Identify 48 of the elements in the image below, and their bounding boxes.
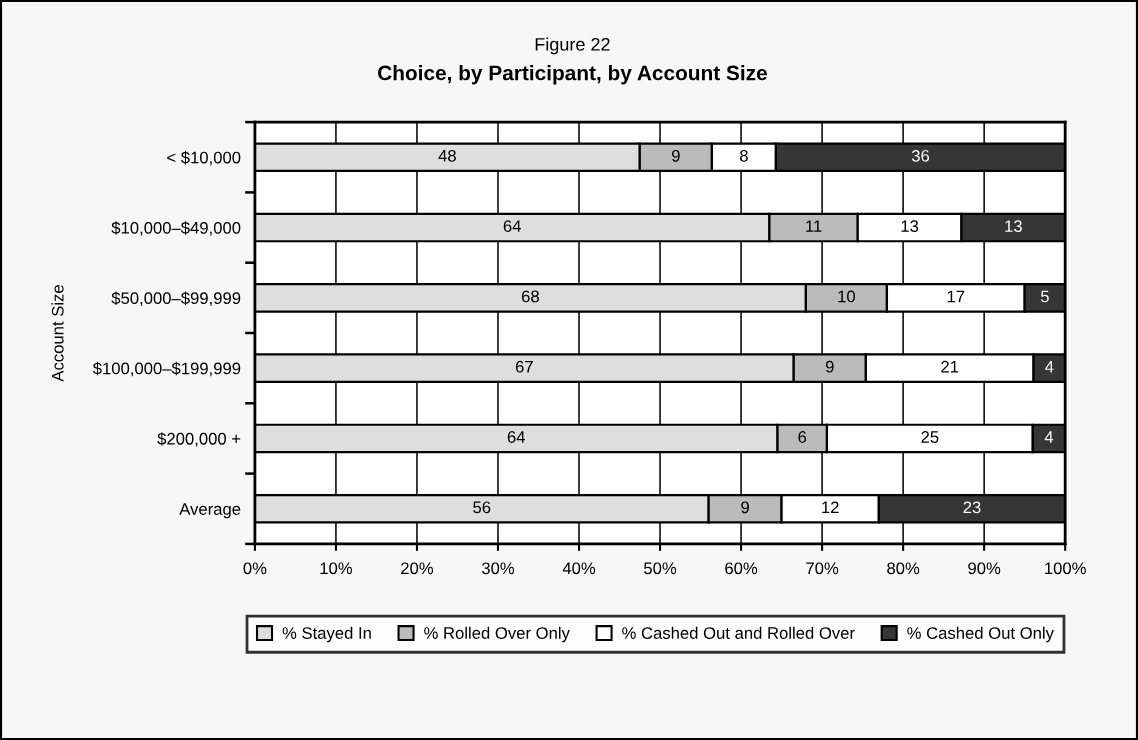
y-tick-label: Average	[179, 503, 241, 519]
x-tick-label: 60%	[725, 562, 758, 575]
y-axis-title: Account Size	[51, 285, 64, 382]
x-tick-label: 30%	[481, 562, 515, 575]
legend-label: % Cashed Out Only	[907, 626, 1054, 643]
x-tick-label: 90%	[968, 562, 1001, 575]
chart-subtitle: Choice, by Participant, by Account Size	[378, 65, 767, 85]
data-label: 23	[963, 501, 981, 514]
data-label: 64	[507, 431, 525, 443]
data-label: 56	[473, 501, 491, 514]
data-label: 13	[1005, 220, 1022, 233]
data-label: 6	[798, 431, 807, 443]
data-label: 64	[503, 220, 521, 233]
y-tick-label: $50,000–$99,999	[111, 291, 241, 307]
chart-title: Figure 22	[535, 37, 610, 55]
data-label: 11	[806, 220, 822, 232]
y-tick-label: $10,000–$49,000	[111, 221, 241, 236]
x-tick-label: 50%	[644, 562, 677, 575]
data-label: 4	[1044, 431, 1054, 443]
data-label: 25	[921, 431, 939, 443]
data-label: 9	[825, 360, 834, 373]
data-label: 8	[739, 149, 748, 162]
y-tick-label: $100,000–$199,999	[92, 361, 241, 377]
data-label: 48	[438, 149, 456, 162]
y-tick-label: $200,000 +	[157, 432, 241, 447]
x-tick-label: 40%	[562, 562, 596, 575]
data-label: 9	[671, 149, 680, 162]
data-label: 4	[1045, 360, 1054, 373]
data-label: 21	[941, 360, 959, 373]
x-tick-label: 20%	[401, 562, 434, 575]
x-tick-label: 80%	[887, 562, 920, 575]
data-label: 9	[741, 501, 749, 514]
data-label: 36	[911, 149, 930, 162]
legend-label: % Cashed Out and Rolled Over	[622, 626, 855, 639]
x-tick-label: 100%	[1045, 562, 1086, 575]
data-label: 68	[521, 290, 539, 303]
x-tick-label: 10%	[320, 562, 353, 575]
x-tick-label: 70%	[806, 562, 839, 575]
data-label: 17	[947, 290, 965, 303]
data-label: 67	[515, 360, 533, 373]
data-label: 10	[838, 290, 856, 303]
legend-label: % Rolled Over Only	[424, 626, 570, 643]
y-tick-label: < $10,000	[167, 150, 241, 166]
legend-label: % Stayed In	[282, 626, 371, 643]
data-label: 5	[1040, 290, 1049, 303]
x-tick-label: 0%	[243, 562, 267, 575]
data-label: 13	[901, 220, 919, 233]
data-label: 12	[822, 501, 839, 514]
